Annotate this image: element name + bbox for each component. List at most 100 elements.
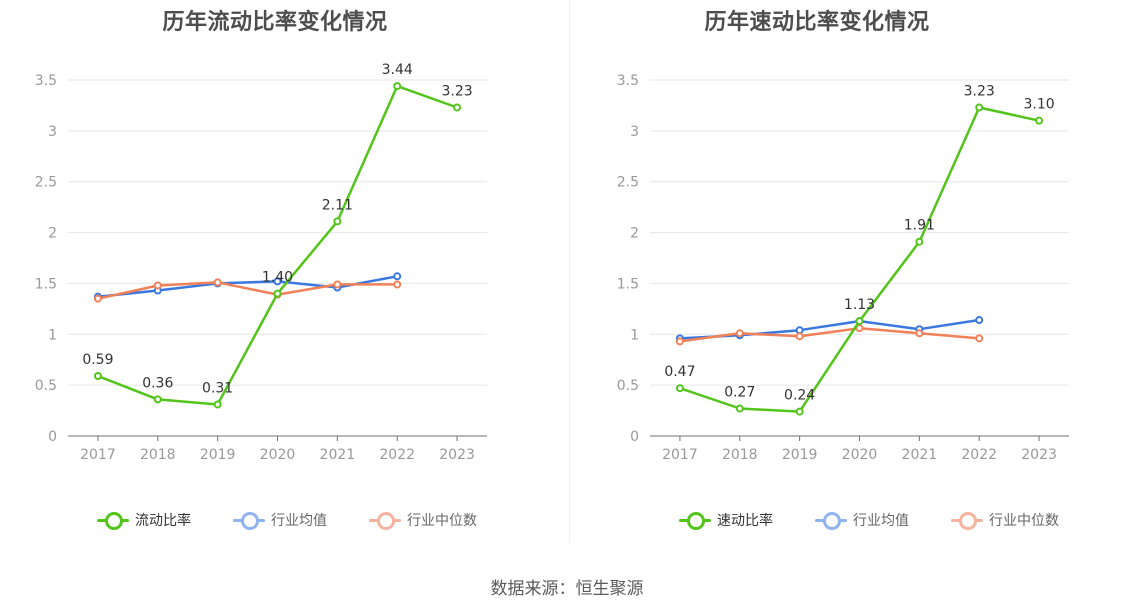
data-label: 3.23 <box>441 83 472 99</box>
data-point <box>273 277 282 286</box>
data-point <box>213 278 222 287</box>
data-label: 0.27 <box>724 385 755 401</box>
data-point <box>393 272 402 281</box>
data-label: 1.91 <box>904 218 935 234</box>
data-point <box>735 404 744 413</box>
data-label: 2.11 <box>322 197 353 213</box>
data-point <box>975 334 984 343</box>
data-point <box>915 237 924 246</box>
y-tick-label: 1 <box>630 327 639 343</box>
data-point <box>795 407 804 416</box>
x-tick-label: 2019 <box>200 447 236 463</box>
series-line <box>97 281 398 300</box>
x-tick-label: 2021 <box>320 447 356 463</box>
x-tick-label: 2020 <box>842 447 878 463</box>
chart-legend: 流动比率 行业均值 行业中位数 <box>0 510 567 530</box>
data-label: 0.47 <box>664 364 695 380</box>
series-line <box>97 275 398 298</box>
series-line <box>97 84 458 406</box>
data-point <box>213 400 222 409</box>
y-tick-label: 1.5 <box>617 276 639 292</box>
data-label: 0.59 <box>82 352 113 368</box>
y-tick-label: 3 <box>630 124 639 140</box>
legend-label: 行业均值 <box>853 513 909 529</box>
data-point <box>855 317 864 326</box>
data-point <box>93 371 102 380</box>
data-point <box>735 329 744 338</box>
data-point <box>333 217 342 226</box>
data-label: 0.24 <box>784 388 815 404</box>
chart-legend: 速动比率 行业均值 行业中位数 <box>567 510 1134 530</box>
legend-label: 流动比率 <box>135 513 191 529</box>
data-label: 3.23 <box>964 83 995 99</box>
x-tick-label: 2022 <box>961 447 997 463</box>
y-tick-label: 0 <box>48 429 57 445</box>
y-tick-label: 0 <box>630 429 639 445</box>
x-tick-label: 2018 <box>140 447 176 463</box>
series-line <box>679 106 1040 413</box>
quick-ratio-chart: 0 0.5 1 1.5 2 2.5 3 3.5 2017 2018 2019 2020 2021 2022… <box>617 73 1069 463</box>
data-point <box>975 103 984 112</box>
x-tick-label: 2020 <box>260 447 296 463</box>
y-tick-label: 1 <box>48 327 57 343</box>
data-point <box>333 280 342 289</box>
data-point <box>795 332 804 341</box>
y-tick-label: 0.5 <box>617 378 639 394</box>
chart-title: 历年流动比率变化情况 <box>162 10 388 35</box>
legend-item-current-ratio[interactable]: 流动比率 <box>97 510 191 530</box>
current-ratio-chart: 0 0.5 1 1.5 2 2.5 3 3.5 2017 2018 2019 2020 2021 2022… <box>35 62 487 463</box>
legend-item-industry-median[interactable]: 行业中位数 <box>369 510 477 530</box>
legend-line-marker-icon <box>951 510 983 530</box>
data-point <box>393 82 402 91</box>
data-label: 0.31 <box>202 380 233 396</box>
x-tick-label: 2021 <box>902 447 938 463</box>
legend-label: 行业均值 <box>271 513 327 529</box>
data-label: 0.36 <box>142 375 173 391</box>
legend-item-quick-ratio[interactable]: 速动比率 <box>679 510 773 530</box>
y-tick-label: 3.5 <box>617 73 639 89</box>
x-tick-label: 2018 <box>722 447 758 463</box>
data-point <box>855 324 864 333</box>
y-tick-label: 0.5 <box>35 378 57 394</box>
x-tick-label: 2022 <box>379 447 415 463</box>
legend-item-industry-average[interactable]: 行业均值 <box>233 510 327 530</box>
data-label: 3.44 <box>382 62 413 78</box>
legend-line-marker-icon <box>679 510 711 530</box>
data-label: 1.40 <box>262 270 293 286</box>
x-tick-label: 2023 <box>1021 447 1057 463</box>
data-point <box>273 289 282 298</box>
legend-line-marker-icon <box>97 510 129 530</box>
data-label: 3.10 <box>1023 97 1054 113</box>
data-point <box>675 384 684 393</box>
series-line <box>679 326 980 343</box>
legend-line-marker-icon <box>815 510 847 530</box>
y-tick-label: 2 <box>630 226 639 242</box>
panel-divider <box>569 0 570 542</box>
legend-label: 行业中位数 <box>407 513 477 529</box>
data-point <box>393 280 402 289</box>
data-point <box>93 294 102 303</box>
data-point <box>1035 116 1044 125</box>
data-point <box>915 329 924 338</box>
data-point <box>453 103 462 112</box>
data-point <box>153 395 162 404</box>
data-point <box>975 316 984 325</box>
current-ratio-panel: 历年流动比率变化情况 0 0.5 1 1.5 2 2.5 3 3.5 2017 2018 2019 2… <box>0 0 567 560</box>
x-tick-label: 2017 <box>662 447 698 463</box>
quick-ratio-panel: 历年速动比率变化情况 0 0.5 1 1.5 2 2.5 3 3.5 2017 2018 2019 2… <box>567 0 1134 560</box>
y-tick-label: 2 <box>48 226 57 242</box>
y-tick-label: 2.5 <box>35 175 57 191</box>
y-tick-label: 3.5 <box>35 73 57 89</box>
legend-item-industry-average[interactable]: 行业均值 <box>815 510 909 530</box>
data-point <box>153 281 162 290</box>
legend-line-marker-icon <box>233 510 265 530</box>
legend-item-industry-median[interactable]: 行业中位数 <box>951 510 1059 530</box>
y-tick-label: 3 <box>48 124 57 140</box>
chart-title: 历年速动比率变化情况 <box>704 10 930 35</box>
legend-line-marker-icon <box>369 510 401 530</box>
data-label: 1.13 <box>844 297 875 313</box>
legend-label: 速动比率 <box>717 513 773 529</box>
data-source-note: 数据来源：恒生聚源 <box>490 579 644 599</box>
y-tick-label: 2.5 <box>617 175 639 191</box>
